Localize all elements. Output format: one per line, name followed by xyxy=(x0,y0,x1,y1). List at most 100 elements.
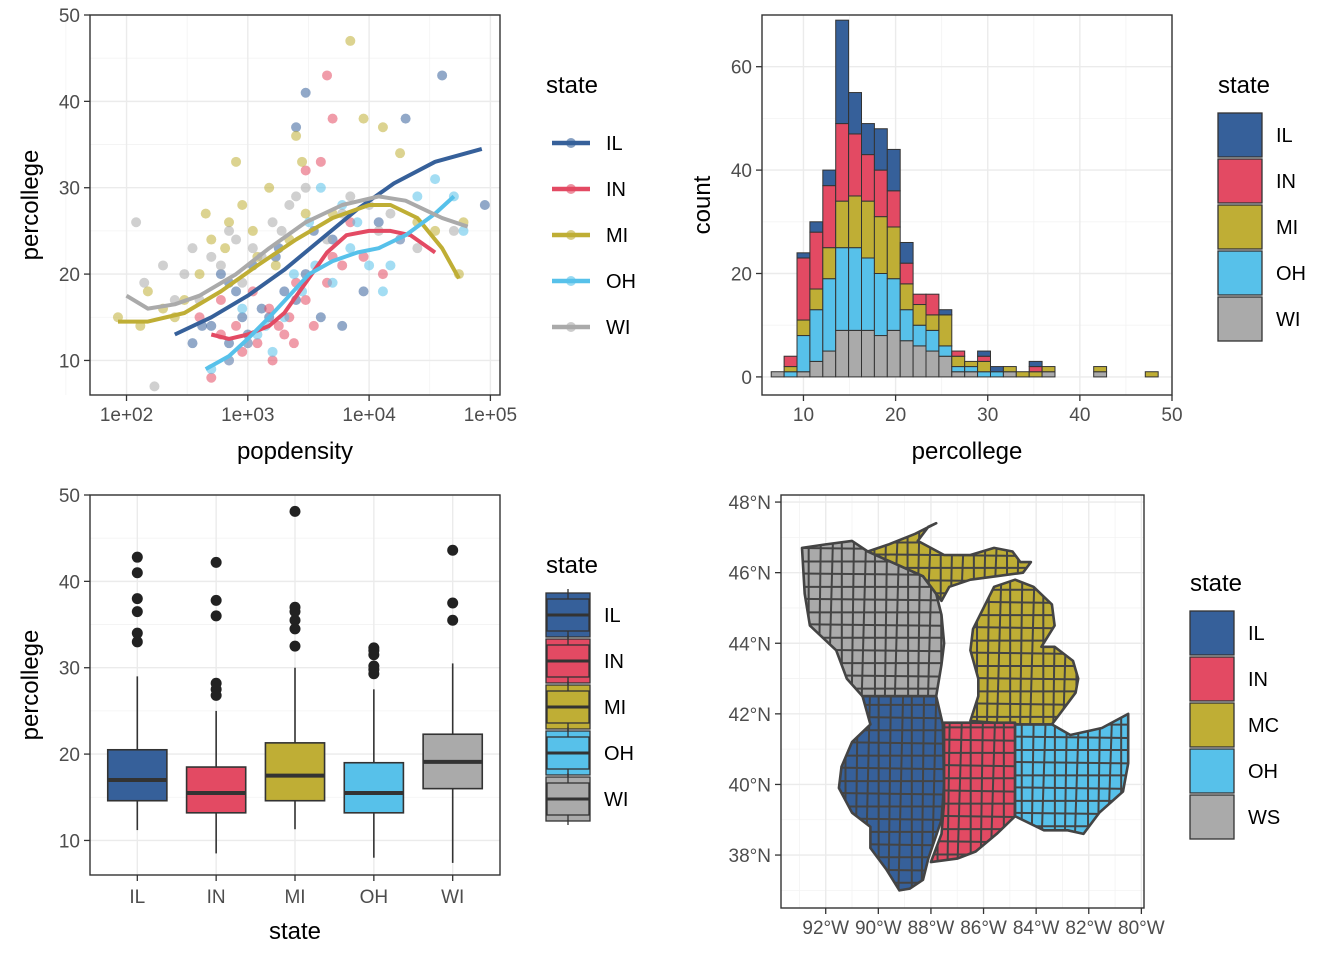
boxplot-panel: 10 20 30 40 50 IL IN MI OH WI state percollege state… xyxy=(17,486,634,945)
legend-label-mc: MC xyxy=(1248,715,1279,737)
outlier-point-il xyxy=(131,606,143,618)
legend-label-in: IN xyxy=(1248,669,1268,691)
data-point-oh xyxy=(267,346,278,357)
panel-border xyxy=(89,14,501,396)
hist-bar-in xyxy=(861,154,875,202)
hist-bar-in xyxy=(899,262,914,285)
hist-bar-oh xyxy=(989,371,1004,378)
data-point-oh xyxy=(430,174,441,185)
x-axis-title: popdensity xyxy=(237,438,353,465)
data-point-mi xyxy=(377,122,388,133)
box-oh xyxy=(343,761,405,814)
hist-bar-mi xyxy=(861,200,875,259)
hist-bar-mi xyxy=(783,366,798,373)
hist-bar-il xyxy=(886,148,901,192)
legend-label-oh: OH xyxy=(604,743,634,765)
data-point-in xyxy=(231,320,242,331)
data-point-il xyxy=(400,113,411,124)
data-point-oh xyxy=(327,277,338,288)
x-tick-label: 80°W xyxy=(1118,918,1165,939)
x-tick-label: 90°W xyxy=(855,918,902,939)
legend-key-in xyxy=(1217,158,1263,204)
y-tick-label: 42°N xyxy=(729,705,771,726)
data-point-oh xyxy=(352,217,363,228)
legend-key-oh xyxy=(1189,748,1235,794)
data-point-wi xyxy=(187,243,198,254)
hist-bar-il xyxy=(1028,360,1043,368)
x-tick-label: 30 xyxy=(977,405,998,426)
box-in xyxy=(185,766,247,814)
smooth-line-oh xyxy=(204,194,456,371)
y-tick-label: 20 xyxy=(59,265,80,286)
data-point-in xyxy=(267,355,278,366)
hist-bar-mi xyxy=(1093,366,1108,373)
data-point-il xyxy=(373,217,384,228)
panel-border xyxy=(780,494,1145,909)
hist-bar-il xyxy=(822,169,837,187)
hist-bar-il xyxy=(977,350,991,357)
county-boundary xyxy=(930,839,1016,844)
hist-bar-mi xyxy=(938,314,953,347)
hist-bar-oh xyxy=(861,257,875,331)
outlier-point-mi xyxy=(289,623,301,635)
county-boundary xyxy=(946,722,952,863)
county-boundary xyxy=(896,696,905,891)
smooth-line-il xyxy=(173,146,483,337)
county-boundary xyxy=(1015,523,1021,601)
legend-label-oh: OH xyxy=(1248,761,1278,783)
county-boundary xyxy=(1030,713,1036,834)
hist-bar-mi xyxy=(925,314,940,331)
outlier-point-in xyxy=(210,594,222,606)
hist-bar-mi xyxy=(809,288,824,311)
y-tick-label: 10 xyxy=(59,351,80,372)
county-boundary xyxy=(925,523,934,601)
outlier-point-il xyxy=(131,593,143,605)
x-tick-label: 20 xyxy=(885,405,906,426)
data-point-wi xyxy=(345,191,356,202)
hist-bar-wi xyxy=(1002,371,1017,378)
y-axis-title: percollege xyxy=(17,150,44,261)
outlier-point-oh xyxy=(368,660,380,672)
outlier-point-mi xyxy=(289,601,301,613)
hist-bar-wi xyxy=(938,355,953,378)
hist-bar-in xyxy=(925,293,940,316)
legend-key-point-il xyxy=(566,138,576,148)
data-point-in xyxy=(322,70,333,81)
county-boundary xyxy=(982,523,988,601)
hist-bar-il xyxy=(848,92,863,135)
outlier-point-mi xyxy=(289,640,301,652)
y-tick-label: 48°N xyxy=(729,493,771,514)
x-tick-label: 84°W xyxy=(1013,918,1060,939)
hist-bar-wi xyxy=(822,350,837,378)
y-tick-label: 10 xyxy=(59,831,80,852)
data-point-mi xyxy=(297,156,308,167)
hist-bar-mi xyxy=(899,283,914,311)
y-tick-label: 38°N xyxy=(729,846,771,867)
data-point-mi xyxy=(142,286,153,297)
outlier-point-in xyxy=(210,556,222,568)
y-tick-label: 60 xyxy=(731,58,752,79)
x-tick-label: 86°W xyxy=(960,918,1007,939)
legend-key-oh xyxy=(1217,250,1263,296)
hist-bar-oh xyxy=(938,345,953,357)
data-point-in xyxy=(315,156,326,167)
data-point-il xyxy=(300,87,311,98)
county-boundary xyxy=(958,523,967,601)
data-point-mi xyxy=(300,208,311,219)
data-point-mi xyxy=(345,35,356,46)
data-point-wi xyxy=(158,260,169,271)
x-tick-label: 88°W xyxy=(908,918,955,939)
hist-bar-wi xyxy=(796,371,811,378)
data-point-in xyxy=(273,320,284,331)
legend-label-oh: OH xyxy=(1276,263,1306,285)
hist-bar-mi xyxy=(796,319,811,337)
hist-bar-in xyxy=(848,133,863,197)
hist-bar-wi xyxy=(951,371,966,378)
state-outline-wi xyxy=(800,539,946,698)
data-point-in xyxy=(358,251,369,262)
outlier-point-il xyxy=(131,627,143,639)
hist-bar-wi xyxy=(925,350,940,378)
hist-bar-oh xyxy=(899,309,914,342)
y-tick-label: 0 xyxy=(741,368,752,389)
